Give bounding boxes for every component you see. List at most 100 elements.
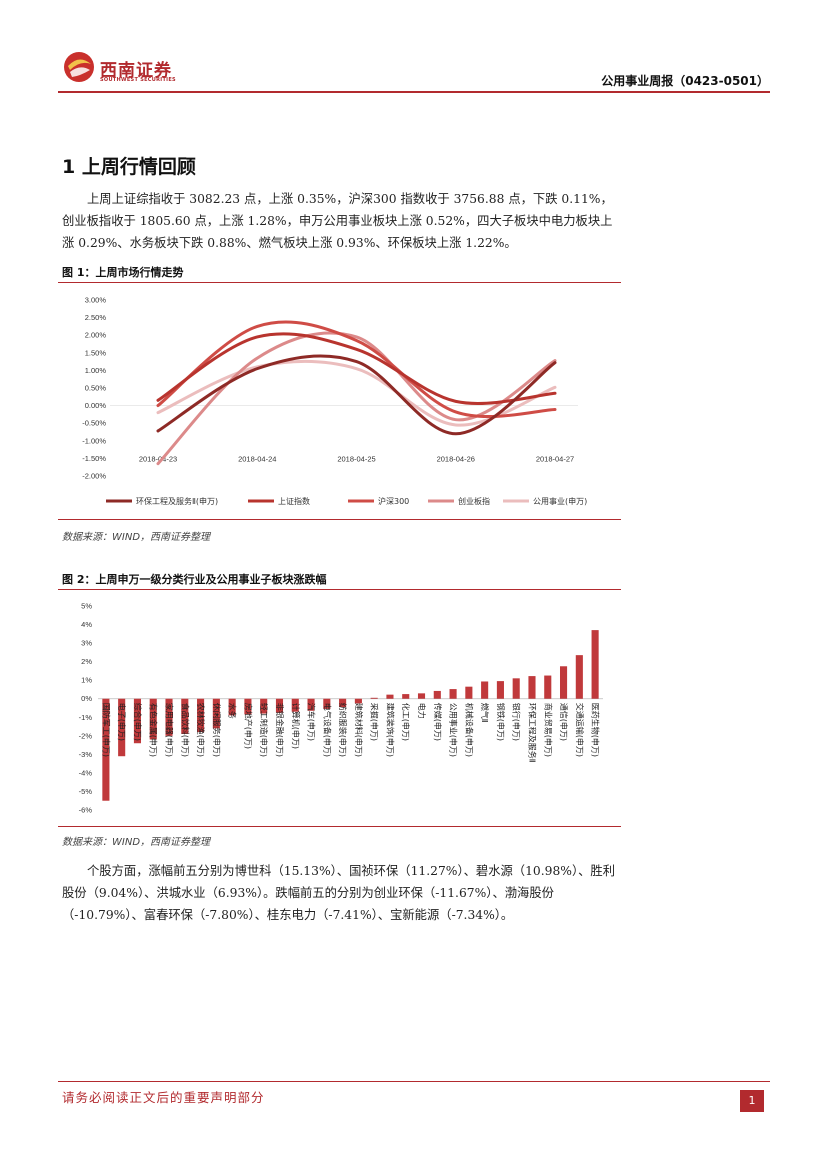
category-label: 建筑装饰(申万)	[385, 703, 395, 757]
x-tick-label: 2018-04-24	[238, 454, 276, 463]
bar	[559, 666, 568, 699]
figure1-bottom-rule	[58, 519, 621, 520]
logo-english-name: SOUTHWEST SECURITIES	[100, 77, 176, 83]
category-label: 轻工制造(申万)	[259, 703, 269, 757]
stock-movers-paragraph: 个股方面，涨幅前五分别为博世科（15.13%）、国祯环保（11.27%）、碧水源…	[62, 864, 616, 922]
bar	[544, 675, 552, 699]
y-tick-label: 2.00%	[85, 331, 107, 340]
figure2-source: 数据来源：WIND，西南证券整理	[62, 837, 211, 848]
category-label: 农林牧渔(申万)	[196, 703, 206, 757]
bar	[212, 698, 220, 729]
category-label: 电子(申万)	[117, 703, 127, 741]
bar	[417, 693, 426, 699]
category-label: 商业贸易(申万)	[543, 703, 553, 757]
bar	[323, 698, 331, 709]
y-tick-label: 1.50%	[85, 348, 107, 357]
bar	[591, 630, 599, 699]
legend-label: 沪深300	[378, 496, 409, 506]
y-tick-label: -1.00%	[82, 436, 106, 445]
category-label: 医药生物(申万)	[591, 703, 601, 757]
report-title: 公用事业周报（0423-0501）	[601, 74, 769, 88]
market-trend-line-chart: -2.00% -1.50% -1.00% -0.50% 0.00% 0.50% 1.00% 1…	[82, 296, 587, 507]
header-divider	[58, 91, 770, 93]
category-label: 机械设备(申万)	[464, 703, 474, 757]
y-tick-label: -1%	[79, 713, 93, 722]
y-tick-label: -5%	[79, 787, 93, 796]
category-label: 环保工程及服务Ⅱ	[527, 703, 537, 763]
y-tick-label: 2%	[81, 657, 92, 666]
category-label: 电力	[417, 703, 427, 719]
category-label: 计算机(申万)	[291, 703, 301, 749]
bar	[228, 698, 236, 716]
bar	[481, 681, 489, 699]
legend-label: 创业板指	[458, 496, 490, 506]
figure1-source: 数据来源：WIND，西南证券整理	[62, 532, 211, 543]
category-label: 家用电器(申万)	[165, 703, 175, 757]
category-label: 纺织服装(申万)	[338, 703, 348, 757]
figure2-bottom-rule	[58, 826, 621, 827]
category-label: 水务	[228, 703, 238, 719]
y-tick-label: -1.50%	[82, 454, 106, 463]
category-label: 有色金属(申万)	[149, 703, 159, 757]
y-tick-label: 2.50%	[85, 313, 107, 322]
logo-chinese-name: 西南证券	[100, 61, 172, 81]
bar	[244, 698, 252, 715]
category-label: 房地产(申万)	[243, 703, 253, 749]
category-label: 采掘(申万)	[370, 703, 380, 741]
bar	[370, 697, 378, 699]
bar	[291, 698, 299, 712]
series-line	[156, 359, 557, 427]
category-label: 公用事业(申万)	[449, 703, 459, 757]
bar	[386, 694, 394, 699]
x-tick-label: 2018-04-23	[139, 454, 177, 463]
category-label: 非银金融(申万)	[275, 703, 285, 757]
category-label: 钢铁(申万)	[496, 703, 506, 741]
y-tick-label: 1%	[81, 676, 92, 685]
category-label: 传媒(申万)	[433, 703, 443, 741]
y-tick-label: -2.00%	[82, 472, 106, 481]
y-tick-label: -3%	[79, 750, 93, 759]
category-label: 休闲服务(申万)	[212, 703, 222, 757]
y-tick-label: 0%	[81, 694, 92, 703]
market-review-paragraph: 上周上证综指收于 3082.23 点，上涨 0.35%，沪深300 指数收于 3…	[62, 192, 613, 250]
y-tick-label: 1.00%	[85, 366, 107, 375]
y-tick-label: 5%	[81, 602, 92, 611]
figure1-top-rule	[58, 282, 621, 283]
bar	[512, 678, 520, 699]
bar	[307, 698, 315, 711]
bar	[181, 698, 189, 734]
category-label: 燃气Ⅱ	[480, 703, 490, 723]
bar	[133, 698, 142, 744]
x-tick-label: 2018-04-25	[337, 454, 375, 463]
bar	[339, 698, 347, 708]
company-logo: 西南证券 SOUTHWEST SECURITIES	[62, 50, 232, 86]
y-tick-label: 3%	[81, 639, 92, 648]
figure1-caption: 图 1：上周市场行情走势	[62, 266, 184, 279]
series-line	[156, 354, 557, 436]
bar	[102, 698, 110, 801]
bar	[496, 681, 504, 699]
category-label: 国防军工(申万)	[101, 703, 111, 757]
y-tick-label: 3.00%	[85, 296, 107, 305]
industry-change-bar-chart: -6% -5% -4% -3% -2% -1% 0% 1% 2% 3% 4% 5% 国防军工(申万) 电子…	[79, 602, 603, 815]
category-label: 交通运输(申万)	[575, 703, 585, 757]
y-tick-label: -6%	[79, 806, 93, 815]
legend-label: 上证指数	[278, 496, 310, 506]
y-tick-label: -4%	[79, 768, 93, 777]
footer-disclaimer: 请务必阅读正文后的重要声明部分	[62, 1090, 265, 1105]
category-label: 食品饮料(申万)	[180, 703, 190, 757]
category-label: 汽车(申万)	[307, 703, 317, 741]
legend-label: 公用事业(申万)	[533, 496, 587, 506]
logo-emblem-icon	[64, 52, 94, 82]
series-line	[156, 320, 557, 419]
x-tick-label: 2018-04-26	[437, 454, 475, 463]
bar	[197, 698, 205, 733]
y-tick-label: -2%	[79, 731, 93, 740]
bar	[575, 655, 583, 699]
category-label: 化工(申万)	[401, 703, 411, 741]
bar	[528, 676, 536, 699]
series-line	[156, 332, 557, 405]
y-tick-label: 0.00%	[85, 401, 107, 410]
bar	[465, 686, 473, 699]
bar	[433, 690, 441, 699]
